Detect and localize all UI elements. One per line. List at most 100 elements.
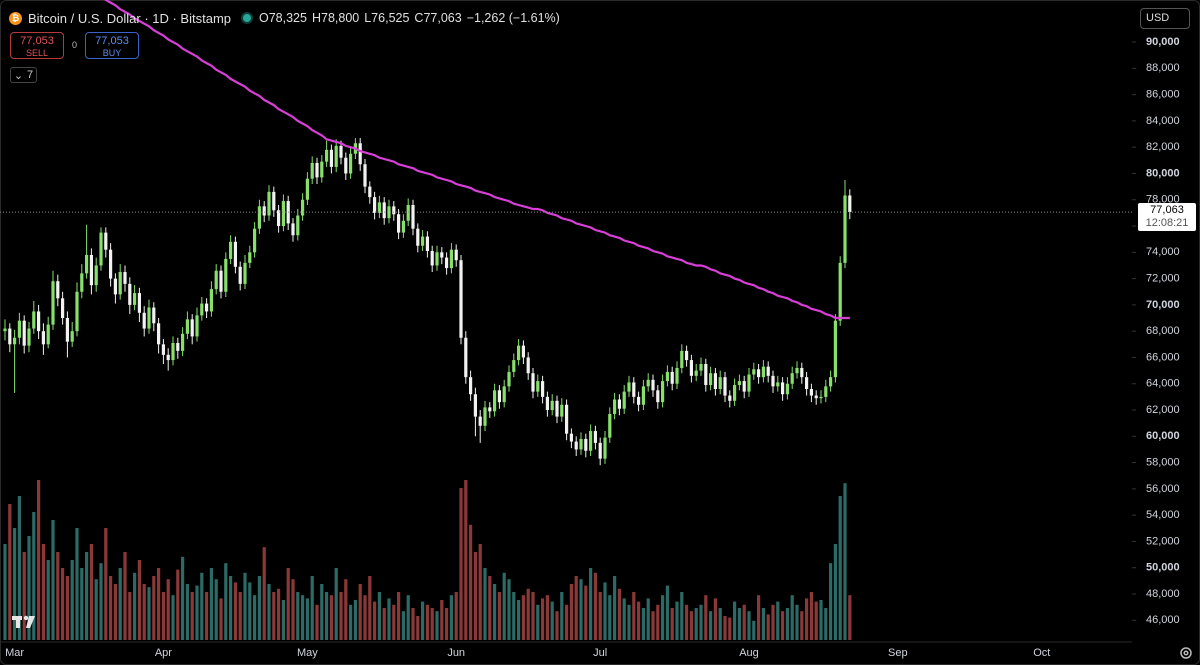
candle-body <box>161 344 165 355</box>
candle-body <box>545 396 549 411</box>
volume-bar <box>819 600 823 640</box>
volume-bar <box>253 595 257 640</box>
candle-body <box>128 283 132 305</box>
volume-bar <box>277 588 281 640</box>
volume-bar <box>89 544 93 640</box>
volume-bar <box>718 608 722 640</box>
candle-body <box>85 254 89 274</box>
volume-bar <box>790 595 794 640</box>
candle-body <box>795 367 799 374</box>
x-tick-label: Jul <box>593 647 607 659</box>
volume-bar <box>214 579 218 640</box>
tv-logo <box>12 615 35 628</box>
candle-body <box>848 195 852 213</box>
candle-body <box>704 364 708 386</box>
sell-price: 77,053 <box>20 35 54 47</box>
volume-bar <box>281 600 285 640</box>
volume-bar <box>368 576 372 640</box>
candle-body <box>421 236 425 246</box>
volume-bar <box>315 604 319 640</box>
volume-bar <box>555 611 559 640</box>
buy-button[interactable]: 77,053 BUY <box>85 32 139 59</box>
volume-bar <box>70 560 74 640</box>
candle-body <box>267 191 271 216</box>
candle-body <box>430 251 434 266</box>
volume-bar <box>233 582 237 640</box>
candle-body <box>17 320 21 338</box>
x-tick-label: Jun <box>447 647 465 659</box>
volume-bar <box>185 584 189 640</box>
candle-body <box>641 386 645 405</box>
candle-body <box>617 399 621 409</box>
candle-body <box>531 373 535 392</box>
candle-body <box>440 252 444 258</box>
candle-body <box>752 369 756 375</box>
candle-body <box>483 407 487 426</box>
candle-body <box>632 382 636 397</box>
indicators-count: 7 <box>27 69 34 81</box>
volume-bar <box>133 572 137 640</box>
y-tick-label: 82,000 <box>1146 141 1180 153</box>
currency-select[interactable]: USD <box>1140 8 1190 29</box>
buy-label: BUY <box>102 48 122 58</box>
candle-body <box>800 367 804 378</box>
y-tick-label: 78,000 <box>1146 194 1180 206</box>
candle-body <box>387 206 391 219</box>
y-tick-label: 68,000 <box>1146 325 1180 337</box>
candle-body <box>233 241 237 267</box>
volume-bar <box>704 595 708 640</box>
volume-bar <box>229 576 233 640</box>
volume-bar <box>406 595 410 640</box>
candle-body <box>502 386 506 403</box>
candle-body <box>94 265 98 286</box>
volume-bar <box>3 544 7 640</box>
candle-body <box>200 303 204 316</box>
y-tick-label: 50,000 <box>1146 562 1180 574</box>
volume-bar <box>334 568 338 640</box>
volume-bar <box>613 576 617 640</box>
volume-bar <box>752 620 756 640</box>
volume-bar <box>469 524 473 640</box>
volume-bar <box>627 604 631 640</box>
indicators-toggle[interactable]: ⌄ 7 <box>10 67 37 83</box>
candle-body <box>651 379 655 391</box>
header: ₿ Bitcoin / U.S. Dollar · 1D · Bitstamp … <box>9 9 565 27</box>
volume-bar <box>65 576 69 640</box>
volume-bar <box>507 579 511 640</box>
price-label: 77,063 12:08:21 <box>1138 203 1196 232</box>
candle-body <box>843 195 847 263</box>
candle-body <box>680 350 684 368</box>
volume-bar <box>713 598 717 640</box>
candle-body <box>781 382 785 395</box>
volume-bar <box>310 576 314 640</box>
volume-bar <box>637 601 641 640</box>
volume-bar <box>320 584 324 640</box>
candle-body <box>281 201 285 227</box>
volume-bar <box>176 569 180 640</box>
candle-body <box>118 272 122 295</box>
candle-body <box>824 386 828 397</box>
volume-bar <box>397 592 401 640</box>
legend-value: C77,063 <box>414 11 462 25</box>
candle-body <box>358 143 362 165</box>
y-tick-label: 62,000 <box>1146 404 1180 416</box>
candle-body <box>685 350 689 361</box>
volume-bar <box>32 512 36 640</box>
y-tick-label: 74,000 <box>1146 246 1180 258</box>
sell-button[interactable]: 77,053 SELL <box>10 32 64 59</box>
volume-bar <box>401 611 405 640</box>
volume-bar <box>152 576 156 640</box>
volume-bar <box>147 587 151 640</box>
candle-body <box>41 331 45 345</box>
volume-bar <box>545 595 549 640</box>
volume-bar <box>205 592 209 640</box>
candle-body <box>157 323 161 345</box>
volume-bar <box>137 560 141 640</box>
candle-body <box>349 153 353 174</box>
volume-bar <box>771 604 775 640</box>
volume-bar <box>723 616 727 640</box>
settings-icon[interactable] <box>1180 647 1192 659</box>
volume-bar <box>123 552 127 640</box>
y-tick-label: 70,000 <box>1146 299 1180 311</box>
candle-body <box>171 342 175 361</box>
